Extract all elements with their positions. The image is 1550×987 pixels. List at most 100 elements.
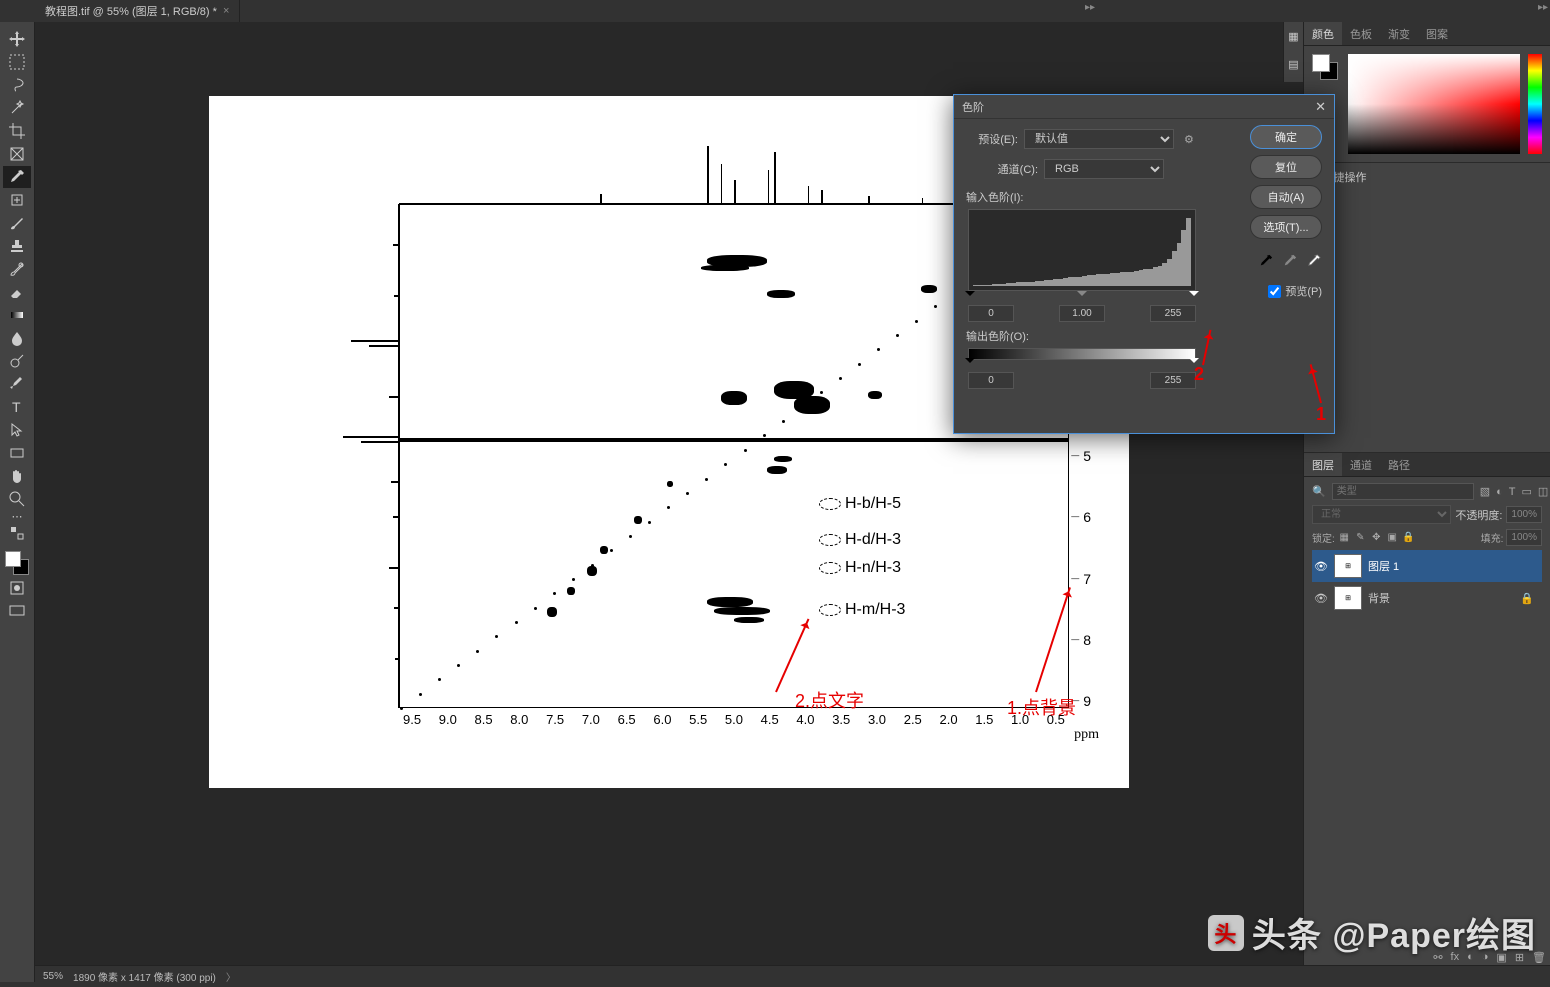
tab-swatches[interactable]: 色板: [1342, 22, 1380, 45]
white-eyedropper-icon[interactable]: [1306, 253, 1322, 269]
gear-icon[interactable]: ⚙: [1184, 133, 1194, 146]
tab-channels[interactable]: 通道: [1342, 453, 1380, 476]
color-picker[interactable]: [1348, 54, 1520, 154]
lock-artboard-icon[interactable]: ▣: [1386, 532, 1399, 543]
tab-patterns[interactable]: 图案: [1418, 22, 1456, 45]
black-eyedropper-icon[interactable]: [1258, 253, 1274, 269]
lock-pixels-icon[interactable]: ▦: [1338, 532, 1351, 543]
svg-text:T: T: [12, 399, 21, 415]
x-axis-ticks: 9.59.08.58.07.57.06.56.05.55.04.54.03.53…: [399, 713, 1069, 726]
blur-tool[interactable]: [3, 327, 31, 349]
tab-color[interactable]: 颜色: [1304, 22, 1342, 45]
arrow-dialog-1: [1310, 364, 1322, 403]
preset-select[interactable]: 默认值: [1024, 129, 1174, 149]
tab-layers[interactable]: 图层: [1304, 453, 1342, 476]
hand-tool[interactable]: [3, 465, 31, 487]
marquee-tool[interactable]: [3, 51, 31, 73]
layer-name: 图层 1: [1368, 558, 1399, 574]
quickmask-icon[interactable]: [3, 577, 31, 599]
eraser-tool[interactable]: [3, 281, 31, 303]
input-sliders[interactable]: [968, 293, 1196, 303]
zoom-value[interactable]: 55%: [43, 971, 63, 982]
black-point-input[interactable]: [968, 305, 1014, 322]
document-tab[interactable]: 教程图.tif @ 55% (图层 1, RGB/8) * ×: [35, 0, 240, 22]
channel-select[interactable]: RGB: [1044, 159, 1164, 179]
filter-smart-icon[interactable]: ◫: [1538, 485, 1548, 498]
properties-panel-placeholder: 快捷操作: [1304, 163, 1550, 453]
gradient-tool[interactable]: [3, 304, 31, 326]
output-sliders[interactable]: [968, 360, 1196, 370]
close-icon[interactable]: ✕: [1315, 99, 1326, 115]
lock-brush-icon[interactable]: ✎: [1354, 532, 1367, 543]
arrow-dialog-2: [1202, 330, 1211, 366]
layers-panel: 图层 通道 路径 🔍 ▧ ◐ T ▭ ◫ ⦿ 正常 不透明度: 100% 锁定:: [1304, 453, 1550, 987]
dock-icon[interactable]: ▦: [1284, 22, 1303, 50]
ok-button[interactable]: 确定: [1250, 125, 1322, 149]
panel-swatches[interactable]: [1312, 54, 1340, 82]
layer-item[interactable]: 👁 ⊞ 背景 🔒: [1312, 582, 1542, 614]
cancel-button[interactable]: 复位: [1250, 155, 1322, 179]
filter-adjust-icon[interactable]: ◐: [1496, 486, 1503, 498]
filter-type-icon[interactable]: T: [1509, 486, 1516, 498]
lock-all-icon[interactable]: 🔒: [1402, 532, 1415, 543]
white-point-input[interactable]: [1150, 305, 1196, 322]
fill-value[interactable]: 100%: [1506, 529, 1542, 546]
preview-checkbox[interactable]: [1268, 285, 1281, 298]
panel-collapse-icon[interactable]: ▸▸: [1085, 2, 1095, 13]
search-icon: 🔍: [1312, 485, 1326, 498]
crop-tool[interactable]: [3, 120, 31, 142]
eyedropper-tool[interactable]: [3, 166, 31, 188]
dodge-tool[interactable]: [3, 350, 31, 372]
annotation-1: 1.点背景: [1007, 694, 1076, 720]
path-select-tool[interactable]: [3, 419, 31, 441]
tab-gradients[interactable]: 渐变: [1380, 22, 1418, 45]
color-swatches[interactable]: [3, 549, 31, 577]
opacity-value[interactable]: 100%: [1506, 506, 1542, 523]
tab-paths[interactable]: 路径: [1380, 453, 1418, 476]
layer-name: 背景: [1368, 590, 1390, 606]
visibility-icon[interactable]: 👁: [1314, 560, 1328, 573]
rectangle-tool[interactable]: [3, 442, 31, 464]
layer-thumbnail[interactable]: ⊞: [1334, 554, 1362, 578]
blend-mode-select[interactable]: 正常: [1312, 505, 1451, 524]
watermark-logo: 头: [1208, 915, 1244, 951]
annotation-number-1: 1: [1316, 404, 1326, 425]
lasso-tool[interactable]: [3, 74, 31, 96]
channel-label: 通道(C):: [986, 161, 1038, 177]
hue-slider[interactable]: [1528, 54, 1542, 154]
status-bar: 55% 1890 像素 x 1417 像素 (300 ppi) 〉: [35, 965, 1550, 987]
healing-tool[interactable]: [3, 189, 31, 211]
quick-actions-header[interactable]: 快捷操作: [1304, 163, 1550, 191]
type-tool[interactable]: T: [3, 396, 31, 418]
brush-tool[interactable]: [3, 212, 31, 234]
gray-eyedropper-icon[interactable]: [1282, 253, 1298, 269]
close-icon[interactable]: ×: [223, 5, 229, 17]
lock-label: 锁定:: [1312, 530, 1335, 545]
dock-icon[interactable]: ▤: [1284, 50, 1303, 78]
visibility-icon[interactable]: 👁: [1314, 592, 1328, 605]
stamp-tool[interactable]: [3, 235, 31, 257]
history-brush-tool[interactable]: [3, 258, 31, 280]
filter-shape-icon[interactable]: ▭: [1522, 485, 1532, 498]
pen-tool[interactable]: [3, 373, 31, 395]
auto-button[interactable]: 自动(A): [1250, 185, 1322, 209]
output-black-input[interactable]: [968, 372, 1014, 389]
panel-collapse-icon[interactable]: ▸▸: [1538, 2, 1548, 13]
gamma-input[interactable]: [1059, 305, 1105, 322]
options-button[interactable]: 选项(T)...: [1250, 215, 1322, 239]
frame-tool[interactable]: [3, 143, 31, 165]
move-tool[interactable]: [3, 28, 31, 50]
filter-image-icon[interactable]: ▧: [1480, 485, 1490, 498]
layer-filter-input[interactable]: [1332, 483, 1474, 500]
output-white-input[interactable]: [1150, 372, 1196, 389]
chevron-icon[interactable]: 〉: [226, 969, 236, 984]
screenmode-icon[interactable]: [3, 600, 31, 622]
layer-item[interactable]: 👁 ⊞ 图层 1: [1312, 550, 1542, 582]
output-gradient[interactable]: [968, 348, 1196, 360]
zoom-tool[interactable]: [3, 488, 31, 510]
edit-toolbar-icon[interactable]: [3, 522, 31, 544]
wand-tool[interactable]: [3, 97, 31, 119]
document-tab-title: 教程图.tif @ 55% (图层 1, RGB/8) *: [45, 3, 217, 19]
lock-move-icon[interactable]: ✥: [1370, 532, 1383, 543]
layer-thumbnail[interactable]: ⊞: [1334, 586, 1362, 610]
